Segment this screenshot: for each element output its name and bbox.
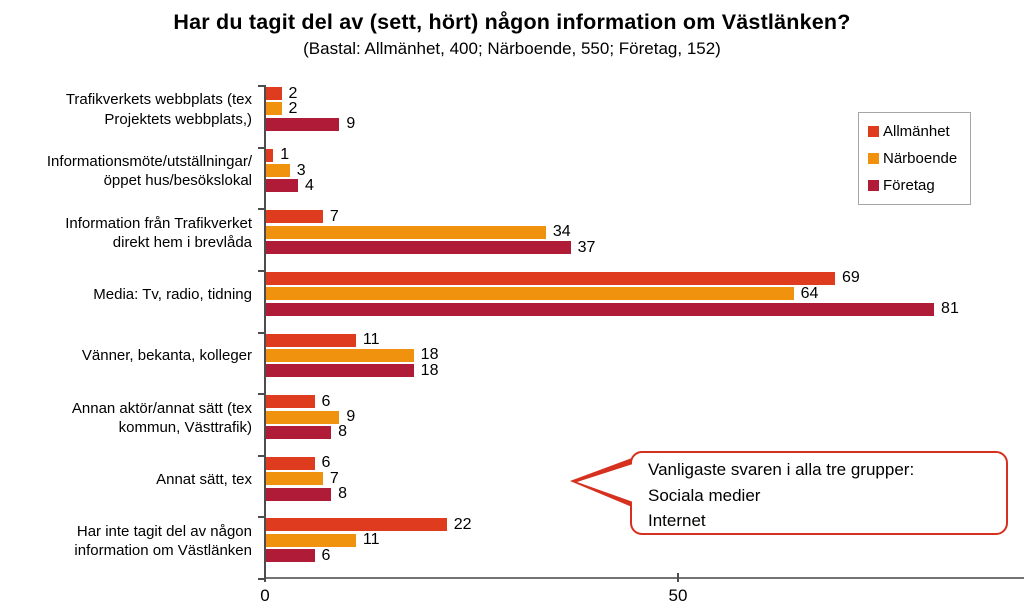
legend-item-foretag: Företag bbox=[868, 177, 964, 194]
bar-företag bbox=[265, 117, 340, 131]
category-row: Trafikverkets webbplats (tex Projektets … bbox=[0, 85, 1024, 147]
callout-line-2: Sociala medier bbox=[648, 485, 761, 505]
bar-value-label: 8 bbox=[338, 485, 347, 503]
chart-subtitle: (Bastal: Allmänhet, 400; Närboende, 550;… bbox=[303, 39, 721, 58]
bar-företag bbox=[265, 302, 935, 316]
chart-title: Har du tagit del av (sett, hört) någon i… bbox=[173, 10, 851, 34]
bar-value-label: 2 bbox=[288, 84, 298, 102]
bar-närboende bbox=[265, 533, 356, 547]
category-label: Vänner, bekanta, kolleger bbox=[81, 347, 252, 365]
bar-allmänhet bbox=[265, 333, 356, 347]
y-axis-tick bbox=[258, 578, 265, 580]
bar-value-label: 69 bbox=[841, 269, 860, 287]
bar-allmänhet bbox=[265, 87, 282, 100]
bar-närboende bbox=[265, 472, 323, 486]
bar-value-label: 8 bbox=[338, 423, 347, 441]
legend-label-foretag: Företag bbox=[883, 177, 935, 194]
bar-value-label: 1 bbox=[280, 146, 290, 164]
bar-allmänhet bbox=[265, 395, 315, 409]
category-label: Har inte tagit del av någon information … bbox=[74, 522, 252, 559]
callout-bubble: Vanligaste svaren i alla tre grupper: So… bbox=[570, 451, 1008, 535]
bar-value-label: 2 bbox=[288, 99, 298, 117]
bar-allmänhet bbox=[265, 518, 447, 532]
category-row: Vänner, bekanta, kolleger 11 18 18 bbox=[0, 331, 1024, 394]
bar-allmänhet bbox=[265, 148, 274, 162]
category-label: Trafikverkets webbplats (tex Projektets … bbox=[65, 91, 252, 128]
y-axis-tick bbox=[258, 269, 265, 272]
y-axis-tick bbox=[258, 208, 265, 211]
bar-närboende bbox=[265, 287, 794, 301]
x-tick-label-50: 50 bbox=[668, 586, 688, 605]
bar-value-label: 6 bbox=[321, 546, 331, 564]
bar-allmänhet bbox=[265, 271, 835, 285]
x-axis-tick-50 bbox=[677, 573, 679, 582]
bar-value-label: 7 bbox=[329, 469, 339, 487]
bar-allmänhet bbox=[265, 456, 315, 470]
category-row: Information från Trafikverket direkt hem… bbox=[0, 208, 1024, 270]
bar-value-label: 11 bbox=[362, 331, 380, 348]
bar-företag bbox=[265, 364, 414, 378]
y-axis-tick bbox=[258, 454, 265, 457]
bar-företag bbox=[265, 549, 315, 563]
legend-label-narboende: Närboende bbox=[883, 150, 958, 167]
bar-value-label: 64 bbox=[800, 284, 819, 302]
callout-line-3: Internet bbox=[648, 511, 706, 530]
legend-swatch-foretag bbox=[868, 180, 879, 191]
bar-value-label: 81 bbox=[941, 300, 959, 318]
bar-value-label: 9 bbox=[346, 115, 356, 133]
bar-företag bbox=[265, 241, 571, 255]
bar-value-label: 4 bbox=[305, 176, 314, 194]
category-row: Media: Tv, radio, tidning 69 64 81 bbox=[0, 269, 1024, 332]
legend-label-allmanhet: Allmänhet bbox=[883, 123, 950, 140]
bar-närboende bbox=[265, 225, 546, 239]
bar-närboende bbox=[265, 348, 414, 362]
y-axis-line bbox=[264, 85, 266, 579]
legend-swatch-narboende bbox=[868, 153, 879, 164]
legend-item-allmanhet: Allmänhet bbox=[868, 123, 964, 140]
bar-närboende bbox=[265, 164, 290, 178]
bar-value-label: 9 bbox=[346, 408, 356, 426]
y-axis-tick bbox=[258, 331, 265, 334]
category-row: Annan aktör/annat sätt (tex kommun, Väst… bbox=[0, 393, 1024, 455]
bar-value-label: 18 bbox=[420, 361, 439, 379]
legend-swatch-allmanhet bbox=[868, 126, 879, 137]
bar-företag bbox=[265, 425, 332, 439]
x-axis-line bbox=[264, 577, 1024, 579]
category-label: Annat sätt, tex bbox=[156, 470, 252, 488]
bar-allmänhet bbox=[265, 210, 323, 224]
category-label: Media: Tv, radio, tidning bbox=[93, 285, 252, 303]
bar-value-label: 37 bbox=[577, 238, 596, 256]
callout-line-1: Vanligaste svaren i alla tre grupper: bbox=[648, 460, 915, 479]
bar-value-label: 7 bbox=[329, 207, 339, 225]
bar-value-label: 18 bbox=[420, 346, 439, 364]
category-row: Annat sätt, tex 6 7 8 bbox=[0, 454, 1024, 517]
y-axis-tick bbox=[258, 516, 265, 519]
bar-value-label: 3 bbox=[296, 161, 306, 179]
y-axis-tick bbox=[258, 146, 265, 149]
legend-item-narboende: Närboende bbox=[868, 150, 964, 167]
x-axis-tick-0 bbox=[264, 573, 266, 582]
bar-value-label: 22 bbox=[453, 515, 472, 533]
bar-närboende bbox=[265, 102, 282, 116]
bar-företag bbox=[265, 487, 332, 501]
bar-närboende bbox=[265, 410, 340, 424]
bar-value-label: 11 bbox=[362, 531, 380, 549]
category-label: Informationsmöte/utställningar/ öppet hu… bbox=[46, 153, 252, 190]
legend: Allmänhet Närboende Företag bbox=[858, 112, 971, 205]
category-row: Informationsmöte/utställningar/ öppet hu… bbox=[0, 146, 1024, 209]
bar-value-label: 6 bbox=[321, 454, 331, 472]
bar-företag bbox=[265, 179, 299, 193]
category-label: Information från Trafikverket direkt hem… bbox=[65, 214, 252, 251]
category-label: Annan aktör/annat sätt (tex kommun, Väst… bbox=[71, 399, 252, 436]
y-axis-tick bbox=[258, 393, 265, 396]
x-tick-label-0: 0 bbox=[260, 586, 270, 605]
y-axis-tick bbox=[258, 85, 265, 87]
bar-value-label: 6 bbox=[321, 392, 331, 410]
bar-value-label: 34 bbox=[552, 223, 571, 241]
category-row: Har inte tagit del av någon information … bbox=[0, 516, 1024, 578]
